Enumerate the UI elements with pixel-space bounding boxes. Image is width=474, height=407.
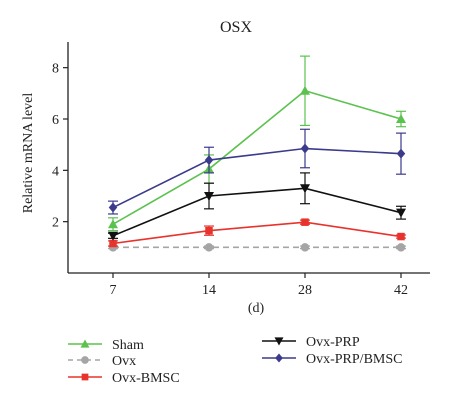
data-point xyxy=(300,243,310,252)
series-ovx-prp xyxy=(108,172,406,241)
data-point xyxy=(81,373,89,381)
data-point xyxy=(204,155,214,166)
y-tick-label: 6 xyxy=(52,113,59,128)
series-line xyxy=(112,221,402,245)
series-line xyxy=(112,89,402,225)
series-ovx-prp-bmsc xyxy=(108,128,406,215)
x-axis-label: (d) xyxy=(248,301,265,316)
legend-label: Ovx-PRP/BMSC xyxy=(306,352,402,367)
data-point xyxy=(81,356,89,364)
data-point xyxy=(275,353,283,363)
series-ovx xyxy=(108,243,406,252)
legend-label: Ovx-PRP xyxy=(306,335,360,350)
data-point xyxy=(396,243,406,252)
y-ticks: 2 4 6 8 xyxy=(52,62,68,231)
x-tick-label: 28 xyxy=(298,283,312,298)
data-point xyxy=(205,226,213,235)
legend-item: Ovx-PRP xyxy=(262,335,360,350)
data-point xyxy=(80,339,90,348)
data-point xyxy=(397,232,405,241)
series-line xyxy=(112,147,402,209)
data-point xyxy=(300,184,310,194)
y-tick-label: 2 xyxy=(52,216,59,231)
legend-label: Sham xyxy=(112,338,144,353)
y-tick-label: 4 xyxy=(52,164,59,179)
data-point xyxy=(204,192,214,201)
data-point xyxy=(274,337,284,346)
data-point xyxy=(396,114,406,123)
legend-label: Ovx xyxy=(112,354,136,369)
x-tick-label: 14 xyxy=(202,283,216,298)
data-point xyxy=(300,143,310,154)
series-line xyxy=(112,187,402,237)
data-point xyxy=(301,218,309,226)
legend-item: Ovx-BMSC xyxy=(68,371,180,386)
y-axis-label: Relative mRNA level xyxy=(21,93,36,214)
data-point xyxy=(396,148,406,159)
legend-item: Sham xyxy=(68,338,144,353)
data-point xyxy=(300,85,310,95)
legend-item: Ovx xyxy=(68,354,136,369)
data-point xyxy=(108,202,118,213)
data-point xyxy=(109,239,117,248)
x-ticks: 7 14 28 42 xyxy=(110,273,408,298)
x-tick-label: 42 xyxy=(394,283,408,298)
series-sham xyxy=(108,55,406,232)
plot-area xyxy=(108,55,406,252)
data-point xyxy=(204,243,214,252)
legend-item: Ovx-PRP/BMSC xyxy=(262,352,402,367)
data-point xyxy=(108,219,118,229)
series-ovx-bmsc xyxy=(108,218,406,248)
y-tick-label: 8 xyxy=(52,62,59,77)
data-point xyxy=(396,208,406,218)
chart-title: OSX xyxy=(220,19,252,36)
x-tick-label: 7 xyxy=(110,283,117,298)
data-point xyxy=(108,231,118,241)
legend-label: Ovx-BMSC xyxy=(112,371,180,386)
